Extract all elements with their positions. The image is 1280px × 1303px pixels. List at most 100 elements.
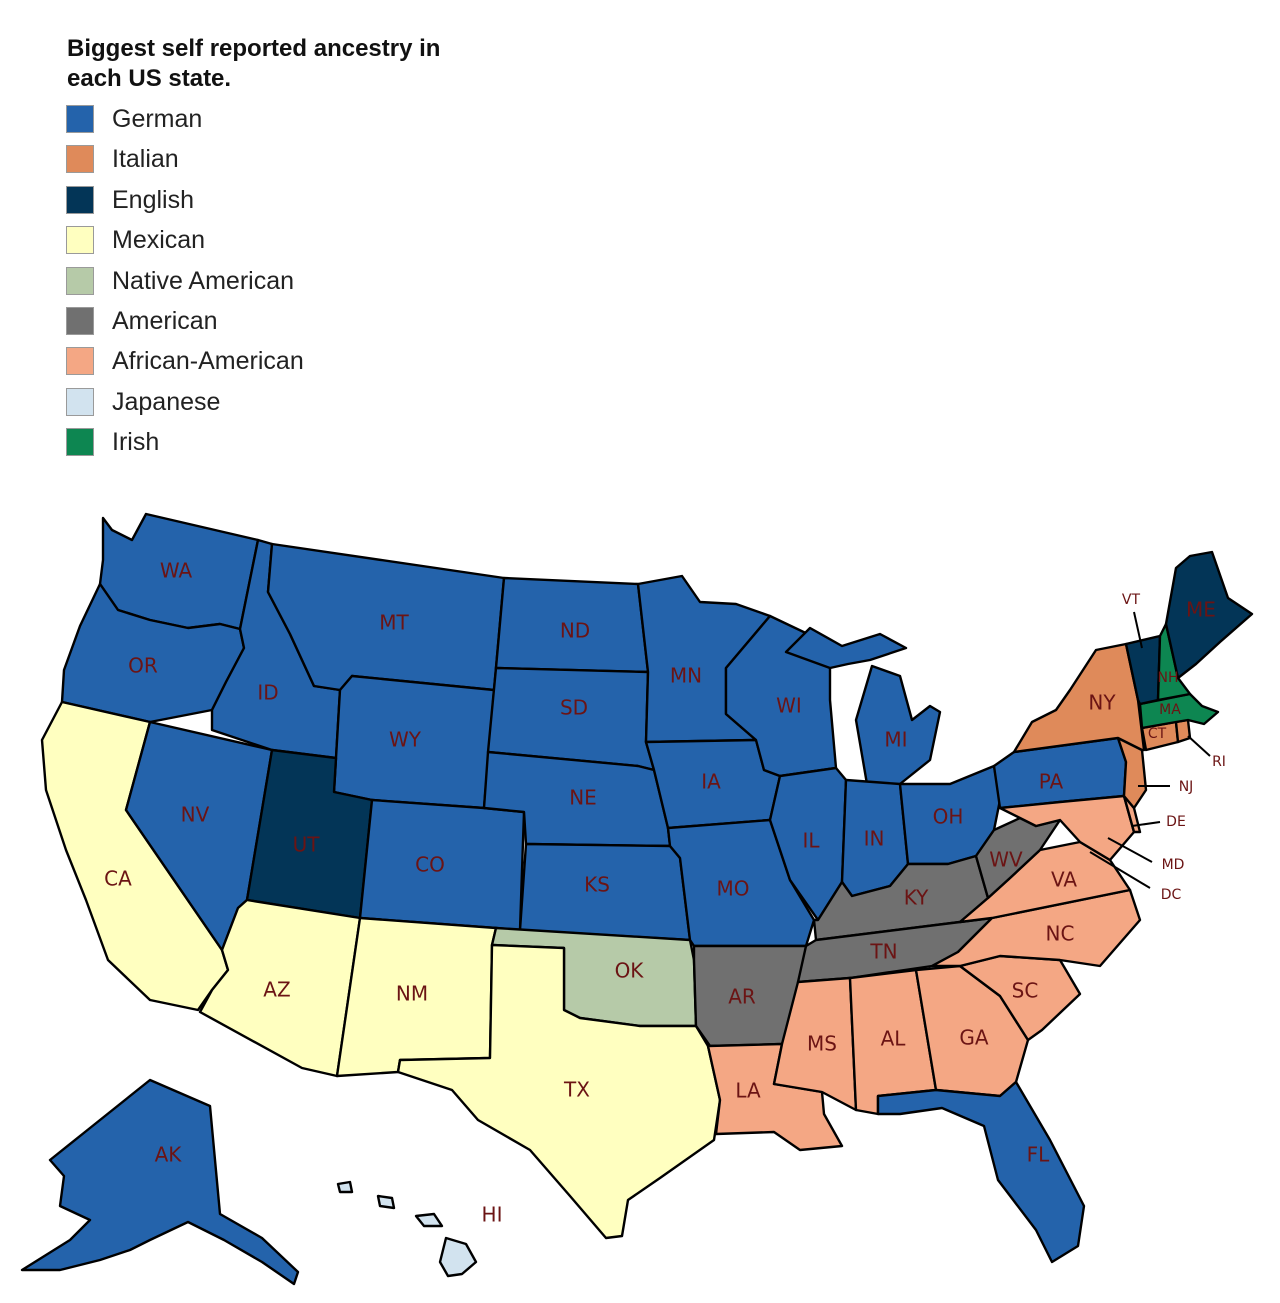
state-label-al: AL [881,1027,907,1051]
state-label-or: OR [128,654,158,678]
state-shape-tx[interactable] [396,943,722,1240]
state-shape-md[interactable] [998,794,1136,862]
state-shape-hi-kauai[interactable] [336,1180,354,1194]
state-label-il: IL [802,829,820,853]
state-label-ct: CT [1148,726,1167,742]
state-label-pa: PA [1039,770,1064,794]
state-label-md: MD [1162,857,1185,873]
leader-line-de [1131,821,1161,827]
state-label-ny: NY [1088,691,1116,715]
state-label-ia: IA [701,770,721,794]
state-shape-ak[interactable] [20,1078,300,1286]
leader-line-md [1107,837,1153,863]
state-label-wi: WI [776,694,802,718]
state-shape-ri[interactable] [1174,718,1192,744]
state-label-mi: MI [884,728,907,752]
legend-label: African-American [112,347,304,376]
legend-swatch [66,387,94,416]
state-label-va: VA [1051,868,1077,892]
state-label-in: IN [864,827,885,851]
state-label-wy: WY [389,728,422,752]
state-label-mt: MT [379,611,409,635]
legend-swatch [66,266,94,295]
state-label-ut: UT [293,833,321,857]
state-label-nv: NV [181,803,210,827]
state-label-me: ME [1186,598,1216,622]
state-label-ga: GA [959,1026,988,1050]
state-label-ca: CA [104,867,132,891]
legend-label: American [112,306,218,335]
legend-label: English [112,185,194,214]
state-label-ok: OK [615,959,645,983]
legend: German Italian English Mexican Native Am… [66,104,304,468]
state-label-sc: SC [1012,979,1039,1003]
state-label-hi: HI [482,1203,503,1227]
state-label-tn: TN [869,940,897,964]
state-label-wv: WV [989,848,1023,872]
legend-label: Native American [112,266,295,295]
state-label-sd: SD [560,696,588,720]
legend-label: German [112,105,203,133]
state-shape-hi-oahu[interactable] [376,1194,396,1210]
state-label-nc: NC [1046,922,1075,946]
state-label-vt: VT [1122,592,1141,608]
legend-item-native-american: Native American [66,266,304,306]
legend-item-japanese: Japanese [66,387,304,427]
legend-label: Italian [112,145,179,174]
state-label-id: ID [257,681,278,705]
state-label-la: LA [735,1079,761,1103]
state-label-nj: NJ [1179,779,1194,795]
state-label-tx: TX [563,1078,590,1102]
state-label-mo: MO [717,877,750,901]
leader-lines [1089,611,1211,889]
state-shapes [20,512,1254,1286]
state-label-ar: AR [728,985,756,1009]
leader-line-dc [1089,851,1151,889]
state-label-ma: MA [1159,702,1181,718]
state-label-oh: OH [933,805,964,829]
legend-label: Irish [112,428,160,457]
state-label-ks: KS [584,873,610,897]
legend-item-mexican: Mexican [66,225,304,265]
state-label-ky: KY [904,886,929,910]
legend-item-irish: Irish [66,427,304,467]
state-label-ne: NE [569,786,597,810]
state-label-co: CO [415,853,445,877]
state-label-mn: MN [670,664,702,688]
legend-swatch [66,105,94,133]
legend-swatch [66,306,94,335]
legend-label: Mexican [112,226,206,255]
state-shape-vt[interactable] [1124,634,1162,706]
state-shape-fl[interactable] [876,1080,1086,1264]
legend-item-german: German [66,104,304,144]
legend-swatch [66,145,94,174]
legend-item-american: American [66,306,304,346]
legend-label: Japanese [112,387,221,416]
state-label-wa: WA [160,559,193,583]
state-shape-mi-up[interactable] [784,626,908,670]
state-shape-hi-maui[interactable] [414,1212,444,1228]
state-label-nh: NH [1158,670,1179,686]
leader-line-vt [1133,611,1143,649]
state-shape-mi[interactable] [854,664,942,792]
state-label-fl: FL [1027,1143,1051,1167]
legend-item-italian: Italian [66,144,304,184]
legend-swatch [66,428,94,457]
state-shape-ma[interactable] [1138,692,1220,730]
state-label-az: AZ [263,978,290,1002]
state-label-de: DE [1166,814,1186,830]
state-label-ri: RI [1212,754,1226,770]
map-title: Biggest self reported ancestry in each U… [67,35,441,92]
legend-item-african-american: African-American [66,346,304,386]
state-shape-hi-big[interactable] [438,1236,478,1278]
state-label-nm: NM [396,982,428,1006]
state-shape-ny[interactable] [1012,642,1146,754]
state-label-ms: MS [807,1032,837,1056]
legend-item-english: English [66,185,304,225]
legend-swatch [66,347,94,376]
state-label-ak: AK [155,1143,183,1167]
state-label-dc: DC [1161,887,1182,903]
state-shape-me[interactable] [1164,550,1254,680]
state-label-nd: ND [560,619,590,643]
